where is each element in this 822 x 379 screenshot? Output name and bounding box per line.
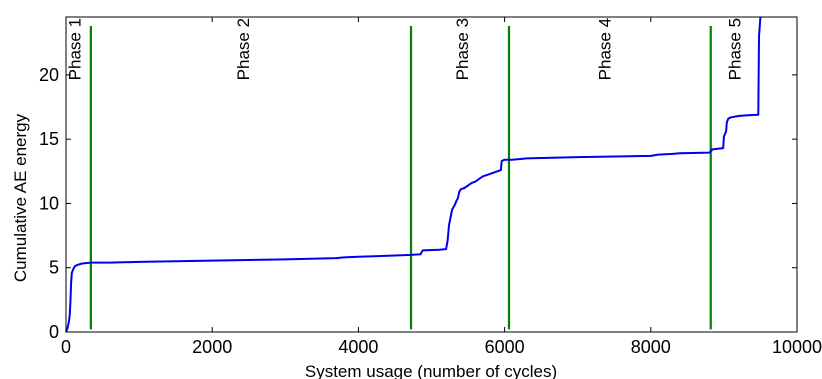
x-tick-label: 0 xyxy=(61,337,71,357)
phase-label: Phase 2 xyxy=(234,18,253,80)
phase-labels: Phase 1 Phase 2 Phase 3 Phase 4 Phase 5 xyxy=(66,18,745,80)
phase-label: Phase 5 xyxy=(726,18,745,80)
y-tick-label: 10 xyxy=(39,193,59,213)
x-tick-label: 10000 xyxy=(772,337,822,357)
y-tick-label: 20 xyxy=(39,65,59,85)
plot-frame xyxy=(65,16,798,333)
y-axis-title: Cumulative AE energy xyxy=(11,113,30,282)
series-layer xyxy=(65,16,762,333)
y-tick-label: 5 xyxy=(49,258,59,278)
y-axis: 0 5 10 15 20 xyxy=(39,65,797,342)
y-tick-label: 15 xyxy=(39,129,59,149)
phase-label: Phase 4 xyxy=(596,18,615,80)
phase-label: Phase 3 xyxy=(453,18,472,80)
x-tick-label: 4000 xyxy=(338,337,378,357)
x-tick-label: 6000 xyxy=(485,337,525,357)
x-axis-title: System usage (number of cycles) xyxy=(305,362,557,379)
phase-boundaries xyxy=(89,26,712,330)
plot-area xyxy=(65,16,798,333)
x-tick-label: 8000 xyxy=(631,337,671,357)
y-tick-label: 0 xyxy=(49,322,59,342)
phase-label: Phase 1 xyxy=(66,18,85,80)
x-axis: 0 2000 4000 6000 8000 10000 xyxy=(61,17,822,357)
series-line xyxy=(65,16,762,333)
x-tick-label: 2000 xyxy=(192,337,232,357)
